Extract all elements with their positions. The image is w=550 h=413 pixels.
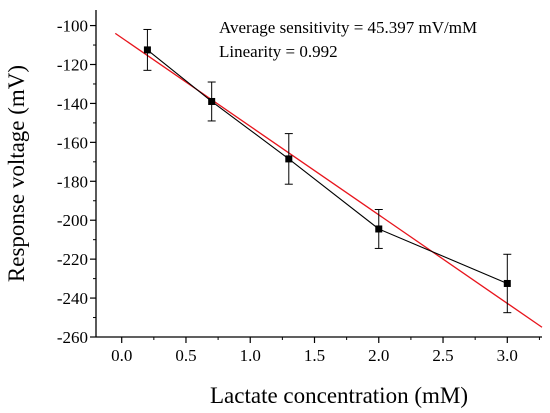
y-tick-label: -180 <box>57 172 88 191</box>
x-tick-label: 2.5 <box>432 346 453 365</box>
y-tick-label: -260 <box>57 328 88 347</box>
data-point <box>503 279 511 287</box>
x-tick-label: 0.0 <box>111 346 132 365</box>
data-connecting-line <box>147 49 508 284</box>
x-axis-title: Lactate concentration (mM) <box>210 383 468 408</box>
annotation-linearity: Linearity = 0.992 <box>219 42 338 61</box>
y-axis-title: Response voltage (mV) <box>4 65 29 282</box>
data-point <box>208 97 216 105</box>
fit-line <box>114 32 543 328</box>
data-point <box>285 155 293 163</box>
x-tick-label: 2.0 <box>368 346 389 365</box>
y-tick-label: -200 <box>57 211 88 230</box>
y-tick-label: -120 <box>57 56 88 75</box>
x-tick-label: 3.0 <box>497 346 518 365</box>
x-tick-label: 0.5 <box>175 346 196 365</box>
y-tick-label: -240 <box>57 289 88 308</box>
y-tick-label: -220 <box>57 250 88 269</box>
y-axis-ticks: -100 -120 -140 -160 -180 -200 -220 -240 -260 <box>57 17 96 347</box>
data-point <box>375 225 383 233</box>
y-tick-label: -160 <box>57 133 88 152</box>
data-point <box>143 46 151 54</box>
x-axis-ticks: 0.0 0.5 1.0 1.5 2.0 2.5 3.0 <box>111 337 540 365</box>
fit-line-group <box>114 32 543 328</box>
y-tick-label: -100 <box>57 17 88 36</box>
annotation-sensitivity: Average sensitivity = 45.397 mV/mM <box>219 18 477 37</box>
data-series-group <box>143 28 512 314</box>
x-tick-label: 1.0 <box>240 346 261 365</box>
y-tick-label: -140 <box>57 94 88 113</box>
x-tick-label: 1.5 <box>304 346 325 365</box>
